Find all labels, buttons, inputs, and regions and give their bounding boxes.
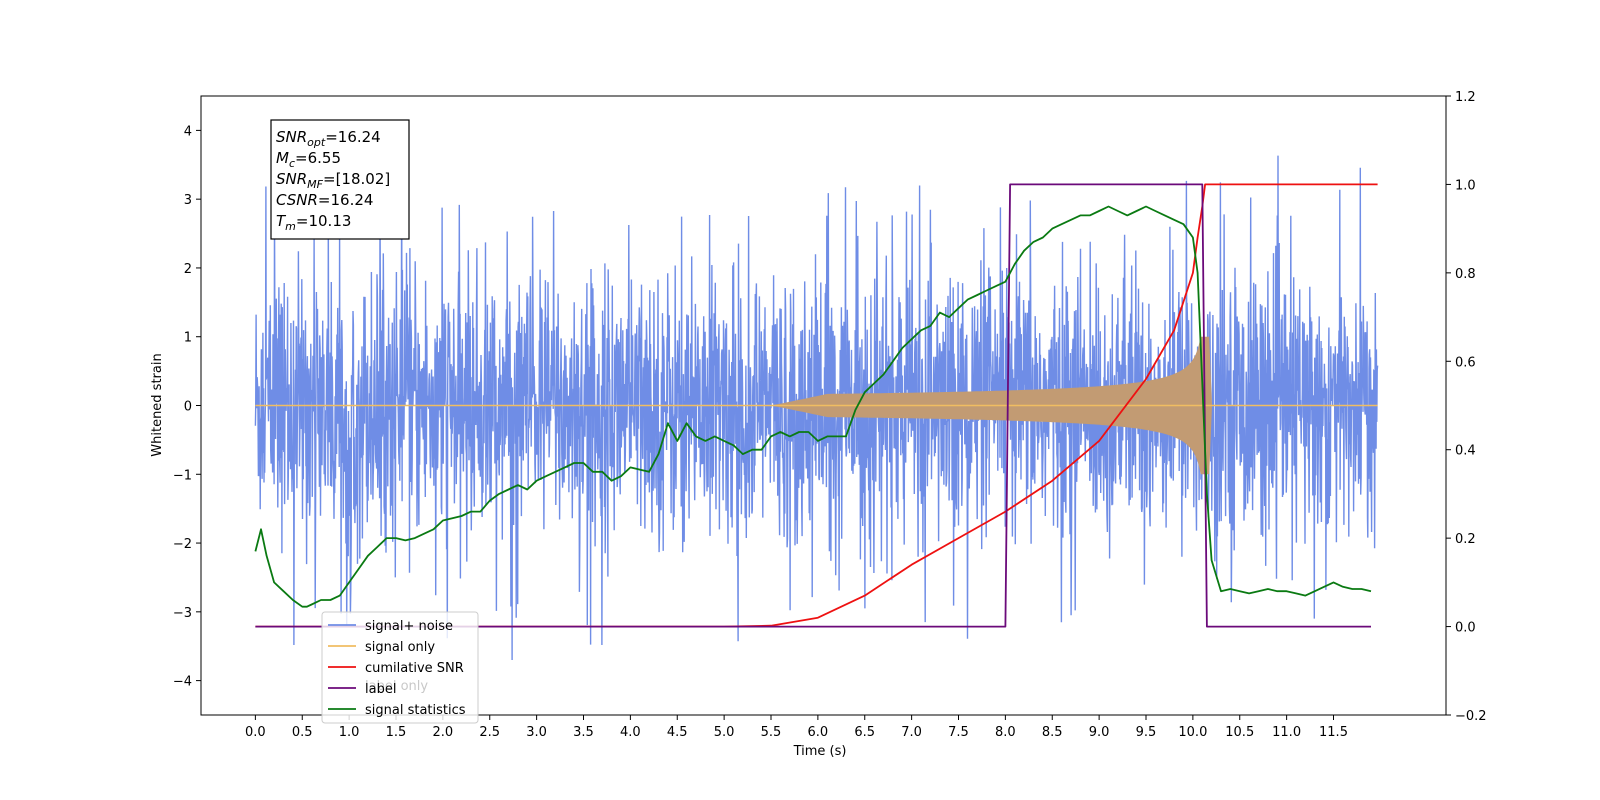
- annotation-line: Tm=10.13: [276, 212, 351, 233]
- y-tick-label: −3: [173, 606, 192, 621]
- x-tick-label: 10.0: [1178, 725, 1207, 740]
- legend-label: cumilative SNR: [365, 661, 464, 676]
- cumulative-snr-line: [255, 183, 1378, 628]
- y2-tick-label: 1.0: [1455, 178, 1476, 193]
- x-tick-label: 8.5: [1042, 725, 1063, 740]
- y-tick-label: −2: [173, 537, 192, 552]
- x-tick-label: 2.5: [479, 725, 500, 740]
- x-tick-label: 4.5: [667, 725, 688, 740]
- x-axis-ticks: 0.0 0.5 1.0 1.5 2.0 2.5 3.0 3.5 4.0 4.5 5.0 5.5 6.0 6…: [245, 715, 1348, 740]
- legend-item-cumulative-snr: cumilative SNR: [328, 661, 464, 676]
- y-tick-label: 4: [184, 124, 192, 139]
- annotation-line: SNRopt=16.24: [276, 128, 381, 149]
- x-tick-label: 10.5: [1225, 725, 1254, 740]
- right-axis-series: [254, 183, 1378, 628]
- legend: label only signal+ noise signal only cumila…: [321, 611, 479, 724]
- x-tick-label: 7.5: [948, 725, 969, 740]
- x-tick-label: 6.0: [808, 725, 829, 740]
- y-axis-ticks: 4 3 2 1 0 −1 −2 −3 −4: [173, 124, 201, 690]
- y2-tick-label: 0.0: [1455, 621, 1476, 636]
- annotation-line: CSNR=16.24: [276, 191, 373, 209]
- legend-label: signal+ noise: [365, 619, 453, 634]
- x-tick-label: 1.0: [339, 725, 360, 740]
- x-tick-label: 4.0: [620, 725, 641, 740]
- y2-tick-label: 0.4: [1455, 444, 1476, 459]
- signal-statistics-line: [254, 205, 1372, 608]
- x-tick-label: 7.0: [901, 725, 922, 740]
- legend-item-label: label: [328, 682, 396, 697]
- legend-label: signal only: [365, 640, 435, 655]
- x-tick-label: 11.5: [1319, 725, 1348, 740]
- x-tick-label: 1.5: [386, 725, 407, 740]
- y2-tick-label: 0.2: [1455, 532, 1476, 547]
- legend-frame: [321, 611, 479, 724]
- signal-only-series: [255, 336, 1378, 475]
- x-tick-label: 0.0: [245, 725, 266, 740]
- label-line: [255, 183, 1371, 628]
- y2-tick-label: 0.8: [1455, 267, 1476, 282]
- x-tick-label: 2.0: [433, 725, 454, 740]
- y2-tick-label: 1.2: [1455, 90, 1476, 105]
- annotation-line: SNRMF=[18.02]: [276, 170, 390, 191]
- y-tick-label: −4: [173, 675, 192, 690]
- x-tick-label: 8.0: [995, 725, 1016, 740]
- legend-ghost-label: label only: [365, 679, 428, 694]
- annotation-line: Mc=6.55: [276, 149, 341, 170]
- x-tick-label: 5.5: [761, 725, 782, 740]
- legend-label: label: [365, 682, 396, 697]
- y-tick-label: 0: [184, 400, 192, 415]
- y-axis-label: Whitened strain: [150, 353, 165, 456]
- x-tick-label: 0.5: [292, 725, 313, 740]
- x-tick-label: 3.5: [573, 725, 594, 740]
- legend-item-signal-noise: signal+ noise: [328, 619, 453, 634]
- legend-label: signal statistics: [365, 703, 466, 718]
- x-tick-label: 11.0: [1272, 725, 1301, 740]
- annotation-box: SNRopt=16.24Mc=6.55SNRMF=[18.02]CSNR=16.…: [270, 119, 410, 240]
- y-tick-label: −1: [173, 468, 192, 483]
- x-tick-label: 9.0: [1089, 725, 1110, 740]
- legend-item-signal-only: signal only: [328, 640, 435, 655]
- x-tick-label: 9.5: [1136, 725, 1157, 740]
- legend-item-signal-statistics: signal statistics: [328, 703, 466, 718]
- y2-tick-label: −0.2: [1455, 709, 1487, 724]
- y-tick-label: 2: [184, 262, 192, 277]
- annotation-frame: [270, 119, 410, 240]
- x-tick-label: 6.5: [854, 725, 875, 740]
- x-tick-label: 3.0: [526, 725, 547, 740]
- y2-axis-ticks: 1.2 1.0 0.8 0.6 0.4 0.2 0.0 −0.2: [1446, 90, 1487, 724]
- y-tick-label: 3: [184, 193, 192, 208]
- y-tick-label: 1: [184, 331, 192, 346]
- y2-tick-label: 0.6: [1455, 355, 1476, 370]
- x-tick-label: 5.0: [714, 725, 735, 740]
- x-axis-label: Time (s): [793, 744, 847, 759]
